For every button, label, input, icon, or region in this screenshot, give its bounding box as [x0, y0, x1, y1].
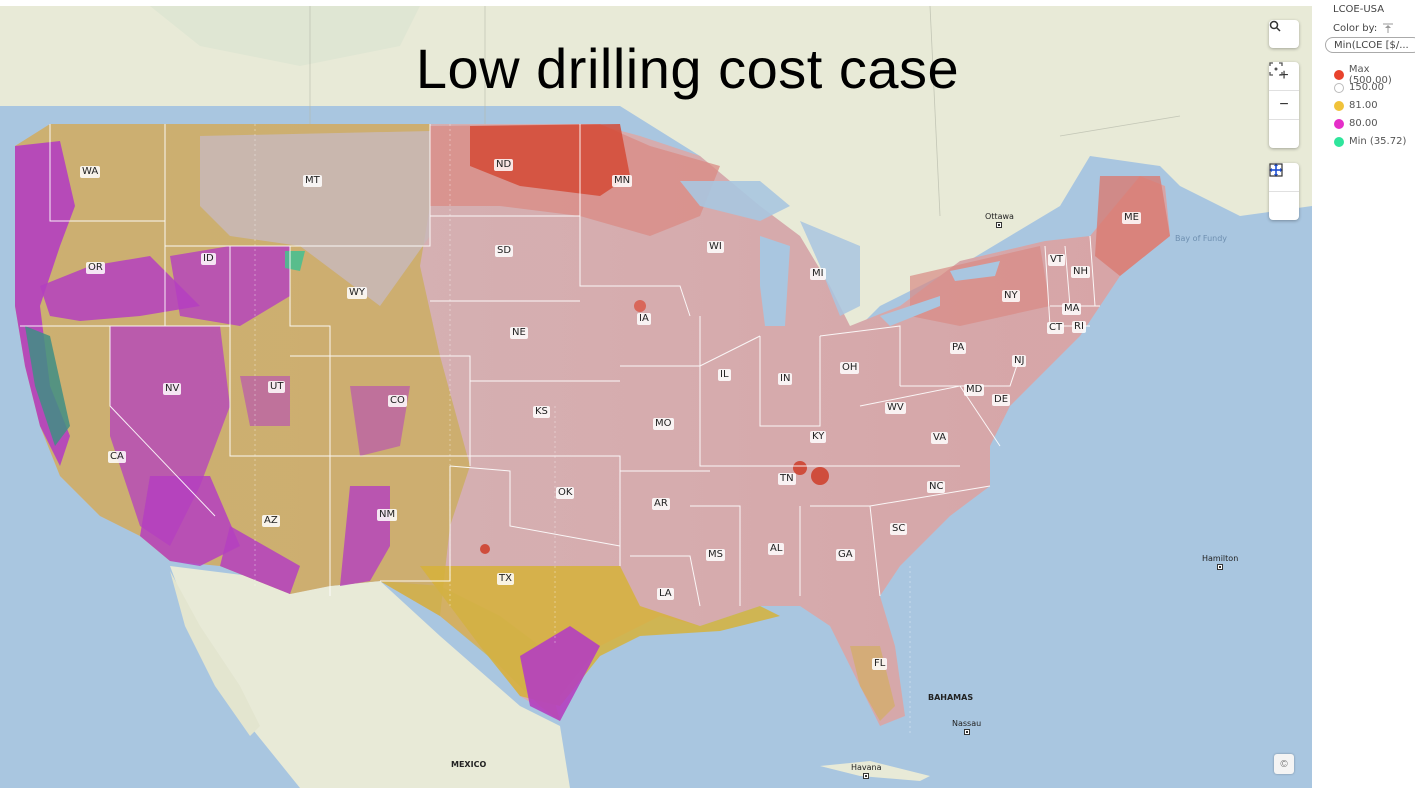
- country-label-mexico: MEXICO: [451, 760, 487, 769]
- canada-land: [0, 6, 1312, 336]
- attribution-button[interactable]: ©: [1274, 754, 1294, 774]
- legend-swatch: [1334, 100, 1344, 111]
- state-label-ga: GA: [836, 549, 855, 561]
- cuba-land: [820, 761, 930, 781]
- state-label-nc: NC: [927, 481, 946, 493]
- fit-bounds-icon[interactable]: [1269, 62, 1299, 148]
- place-label-bay-of-fundy: Bay of Fundy: [1175, 234, 1228, 243]
- state-label-or: OR: [86, 262, 105, 274]
- state-label-ct: CT: [1047, 322, 1065, 334]
- legend-swatch: [1334, 118, 1344, 129]
- mexico-land: [170, 566, 570, 788]
- pan-icon[interactable]: [1269, 163, 1299, 192]
- city-havana: Havana: [851, 763, 882, 779]
- legend-label: Max (500.00): [1348, 64, 1392, 86]
- zoom-in-button[interactable]: +: [1269, 62, 1299, 91]
- state-label-mt: MT: [303, 175, 322, 187]
- state-label-mi: MI: [810, 268, 826, 280]
- state-label-ia: IA: [637, 313, 651, 325]
- state-label-co: CO: [388, 395, 407, 407]
- state-label-va: VA: [931, 432, 949, 444]
- state-label-in: IN: [778, 373, 793, 385]
- state-label-sc: SC: [890, 523, 908, 535]
- state-label-ma: MA: [1062, 303, 1082, 315]
- legend-label: 150.00: [1349, 82, 1384, 93]
- state-label-ne: NE: [510, 327, 528, 339]
- state-label-nm: NM: [377, 509, 398, 521]
- legend-item: 81.00: [1334, 100, 1378, 111]
- rectangle-select-icon[interactable]: [1269, 163, 1299, 220]
- layer-title: LCOE-USA: [1333, 4, 1385, 15]
- state-label-ks: KS: [533, 406, 550, 418]
- state-label-tx: TX: [497, 573, 514, 585]
- state-label-wv: WV: [885, 402, 906, 414]
- search-icon[interactable]: [1269, 20, 1299, 48]
- legend-label: Min (35.72): [1349, 136, 1407, 147]
- state-label-oh: OH: [840, 362, 860, 374]
- legend-item: Max (500.00): [1334, 64, 1415, 86]
- state-label-al: AL: [768, 543, 785, 555]
- state-label-ri: RI: [1072, 321, 1086, 333]
- state-label-ut: UT: [268, 381, 286, 393]
- state-label-md: MD: [964, 384, 985, 396]
- legend-item: 80.00: [1334, 118, 1378, 129]
- state-label-il: IL: [718, 369, 731, 381]
- state-label-mo: MO: [653, 418, 674, 430]
- color-by-select[interactable]: Min(LCOE [$/...: [1325, 37, 1415, 53]
- sort-icon[interactable]: [1382, 23, 1394, 36]
- state-label-de: DE: [992, 394, 1011, 406]
- country-label-bahamas: BAHAMAS: [928, 693, 974, 702]
- legend-label: 80.00: [1349, 118, 1378, 129]
- legend-item: Min (35.72): [1334, 136, 1406, 147]
- zoom-control[interactable]: + −: [1269, 62, 1299, 148]
- legend-swatch: [1334, 136, 1344, 147]
- map-basemap: [0, 6, 1312, 788]
- legend-swatch: [1334, 70, 1344, 80]
- state-label-ar: AR: [652, 498, 670, 510]
- state-label-sd: SD: [495, 245, 514, 257]
- state-label-me: ME: [1122, 212, 1141, 224]
- state-label-wi: WI: [707, 241, 724, 253]
- state-label-ok: OK: [556, 487, 575, 499]
- zoom-out-button[interactable]: −: [1269, 91, 1299, 120]
- state-label-nd: ND: [494, 159, 514, 171]
- state-label-ca: CA: [108, 451, 126, 463]
- legend-swatch: [1334, 82, 1344, 93]
- map-title: Low drilling cost case: [415, 37, 960, 100]
- city-ottawa: Ottawa: [985, 212, 1014, 228]
- state-label-la: LA: [657, 588, 674, 600]
- state-label-ny: NY: [1002, 290, 1020, 302]
- search-control[interactable]: [1269, 20, 1299, 48]
- color-by-label: Color by:: [1333, 23, 1378, 34]
- state-label-wa: WA: [80, 166, 101, 178]
- legend-label: 81.00: [1349, 100, 1378, 111]
- state-label-ms: MS: [706, 549, 725, 561]
- state-label-nj: NJ: [1012, 355, 1027, 367]
- state-label-nh: NH: [1071, 266, 1090, 278]
- legend-item: 150.00: [1334, 82, 1384, 93]
- city-hamilton: Hamilton: [1202, 554, 1238, 570]
- tool-control[interactable]: [1269, 163, 1299, 220]
- map-canvas[interactable]: Low drilling cost case WA OR CA ID NV MT…: [0, 6, 1312, 788]
- state-label-mn: MN: [612, 175, 633, 187]
- city-nassau: Nassau: [952, 719, 981, 735]
- state-label-tn: TN: [778, 473, 796, 485]
- state-label-pa: PA: [950, 342, 967, 354]
- state-label-id: ID: [201, 253, 216, 265]
- state-label-nv: NV: [163, 383, 182, 395]
- legend-panel: LCOE-USA Color by: Min(LCOE [$/... Max (…: [1312, 0, 1415, 790]
- state-label-fl: FL: [872, 658, 888, 670]
- state-label-az: AZ: [262, 515, 280, 527]
- state-label-wy: WY: [347, 287, 367, 299]
- state-label-ky: KY: [810, 431, 827, 443]
- state-label-vt: VT: [1048, 254, 1065, 266]
